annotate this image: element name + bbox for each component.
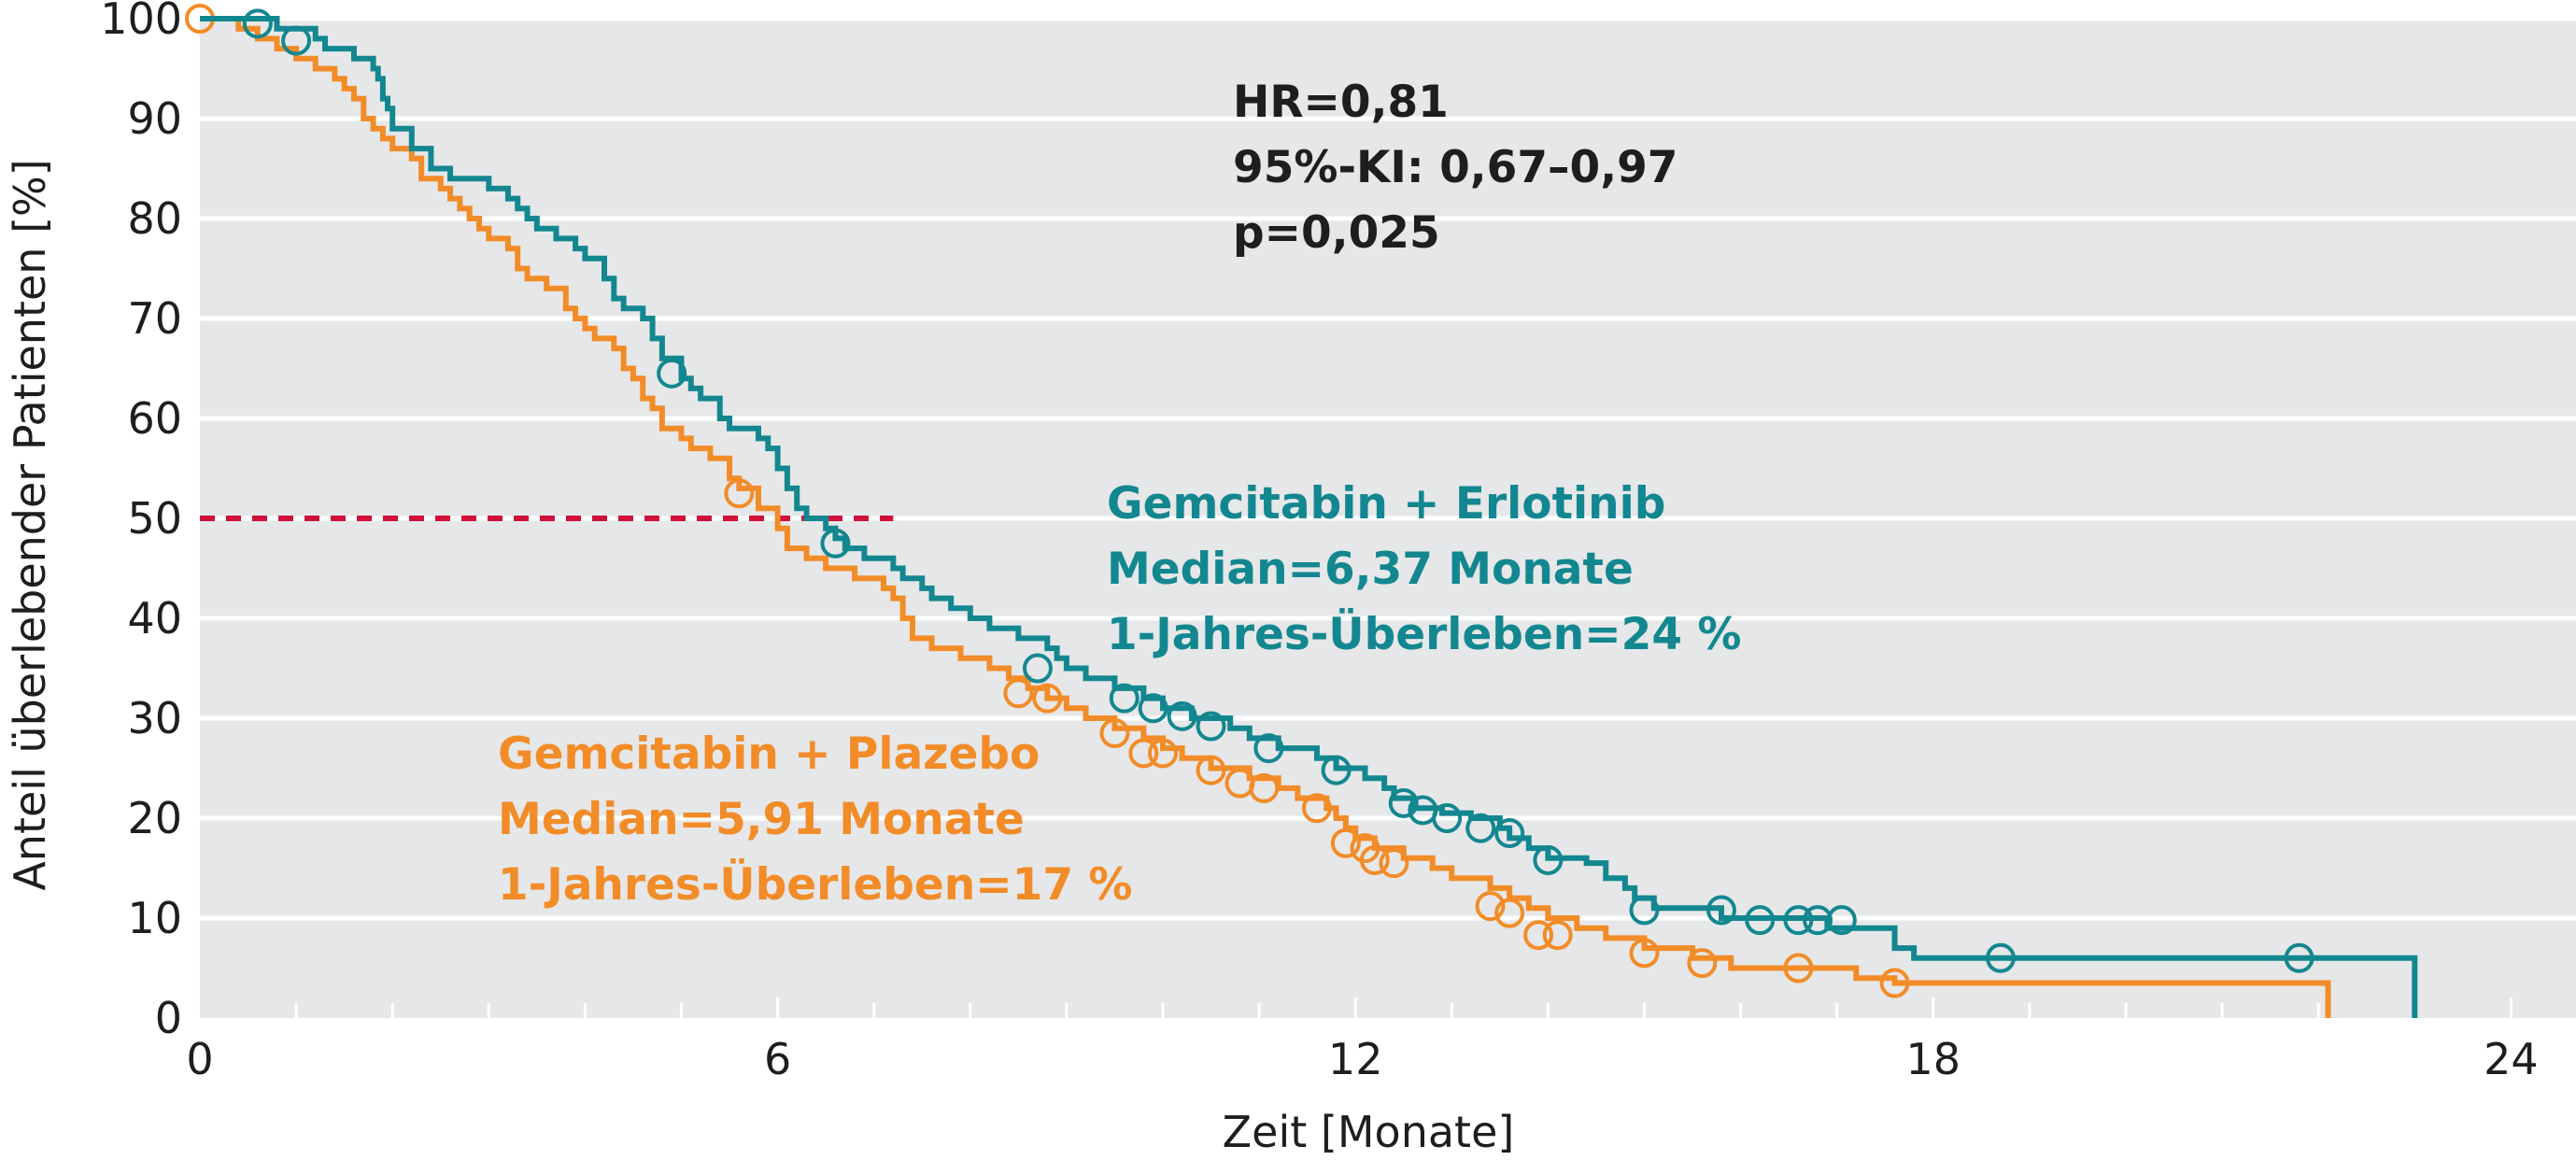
y-tick-label: 80 <box>127 193 182 244</box>
censor-mark <box>724 478 755 509</box>
x-tick-labels: 0 6 12 18 24 <box>186 1034 2538 1084</box>
censor-mark <box>1803 905 1833 936</box>
stat-hr: HR=0,81 <box>1233 77 1449 128</box>
stat-p: p=0,025 <box>1233 207 1440 259</box>
censor-mark <box>1003 678 1034 709</box>
x-tick-label: 18 <box>1906 1034 1961 1084</box>
censor-mark <box>1687 948 1718 979</box>
censor-mark <box>1826 905 1857 936</box>
censor-mark <box>242 8 273 39</box>
censor-mark <box>1783 905 1814 936</box>
y-tick-label: 70 <box>127 293 182 344</box>
censor-mark <box>1706 895 1736 926</box>
y-tick-label: 40 <box>127 593 182 644</box>
censor-mark <box>1128 738 1159 769</box>
censor-mark <box>657 358 687 389</box>
censor-mark <box>1138 693 1168 724</box>
censor-mark <box>1022 653 1053 684</box>
censor-mark <box>1301 793 1332 824</box>
x-minor-ticks <box>294 997 2512 1018</box>
series-line-gemcitabin-erlotinib <box>200 16 2418 1018</box>
plazebo-label-name: Gemcitabin + Plazebo <box>498 729 1040 780</box>
censor-mark <box>1542 920 1573 951</box>
censor-mark <box>1196 711 1226 742</box>
y-tick-label: 10 <box>127 893 182 943</box>
erlotinib-label-median: Median=6,37 Monate <box>1107 544 1634 595</box>
y-tick-label: 30 <box>127 693 182 743</box>
censor-mark <box>1783 953 1814 983</box>
censor-mark <box>1494 818 1525 849</box>
censor-mark <box>1321 755 1352 785</box>
censor-mark <box>1629 895 1660 926</box>
censor-mark <box>1475 891 1506 922</box>
y-tick-label: 50 <box>127 493 182 544</box>
censor-mark <box>1629 938 1660 969</box>
censor-mark <box>1196 755 1226 785</box>
censor-mark <box>1494 898 1525 928</box>
censor-mark <box>1985 942 2016 973</box>
y-tick-label: 20 <box>127 793 182 843</box>
censor-mark <box>1432 803 1463 833</box>
censor-mark <box>1249 772 1280 803</box>
censor-mark <box>281 25 312 56</box>
censor-mark <box>1879 968 1910 998</box>
censor-mark <box>1148 738 1178 769</box>
censor-mark <box>1465 813 1496 843</box>
plazebo-label-survival: 1-Jahres-Überleben=17 % <box>498 859 1132 911</box>
y-axis-title: Anteil überlebender Patienten [%] <box>5 159 55 890</box>
plazebo-label-median: Median=5,91 Monate <box>498 794 1025 845</box>
x-axis-title: Zeit [Monate] <box>1223 1107 1515 1157</box>
y-tick-label: 60 <box>127 393 182 444</box>
censor-mark <box>1032 683 1063 714</box>
censor-mark <box>1359 844 1390 875</box>
censor-mark <box>1745 905 1776 936</box>
censor-mark <box>1099 718 1130 749</box>
gridlines <box>200 16 2576 921</box>
survival-curves <box>185 4 2418 1018</box>
censor-mark <box>1388 787 1419 818</box>
censor-mark <box>820 528 851 559</box>
y-tick-label: 90 <box>127 93 182 144</box>
x-tick-label: 12 <box>1328 1034 1383 1084</box>
censor-mark <box>1109 683 1139 714</box>
y-tick-label: 0 <box>155 993 182 1043</box>
censor-mark <box>1330 828 1361 858</box>
y-tick-labels: 0 10 20 30 40 50 60 70 80 90 100 <box>100 0 182 1043</box>
x-tick-label: 24 <box>2484 1034 2539 1084</box>
stat-ci: 95%-KI: 0,67–0,97 <box>1233 142 1678 193</box>
censor-mark <box>1253 733 1284 764</box>
censor-mark <box>1533 844 1564 875</box>
censor-mark <box>1379 848 1409 879</box>
erlotinib-label-name: Gemcitabin + Erlotinib <box>1107 478 1665 530</box>
y-tick-label: 100 <box>100 0 182 44</box>
x-tick-label: 6 <box>764 1034 791 1084</box>
censor-mark <box>1167 700 1197 731</box>
erlotinib-label-survival: 1-Jahres-Überleben=24 % <box>1107 609 1741 660</box>
censor-mark <box>1523 920 1554 951</box>
x-tick-label: 0 <box>186 1034 213 1084</box>
censor-mark <box>2284 942 2314 973</box>
series-line-gemcitabin-plazebo <box>200 16 2331 1018</box>
